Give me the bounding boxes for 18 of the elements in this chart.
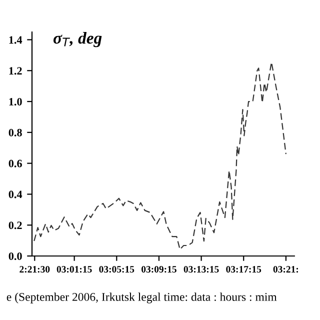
x-tick-label: 03:17:15	[226, 266, 262, 273]
y-axis-title: σ$_{T}$, deg	[53, 32, 102, 48]
y-tick-label: 0.2	[8, 222, 22, 230]
y-tick-label: 1.2	[9, 67, 22, 75]
y-tick-label: 0.6	[8, 160, 22, 168]
x-tick-label: 2:21:30	[20, 266, 50, 273]
y-tick-label: 1.4	[9, 36, 22, 44]
y-tick-label: 0.4	[8, 190, 22, 198]
x-tick-label: 03:05:15	[99, 266, 134, 273]
x-axis-title: e (September 2006, Irkutsk legal time: data : hours : mim	[6, 292, 277, 304]
y-tick-label: 0.0	[8, 252, 22, 260]
x-tick-label: 03:21:	[273, 266, 298, 273]
y-tick-label: 1.0	[9, 98, 22, 106]
x-tick-label: 03:01:15	[56, 266, 92, 273]
line-series	[34, 62, 286, 250]
x-tick-label: 03:09:15	[142, 266, 176, 273]
y-tick-label: 0.8	[8, 128, 22, 136]
x-tick-label: 03:13:15	[184, 266, 219, 273]
